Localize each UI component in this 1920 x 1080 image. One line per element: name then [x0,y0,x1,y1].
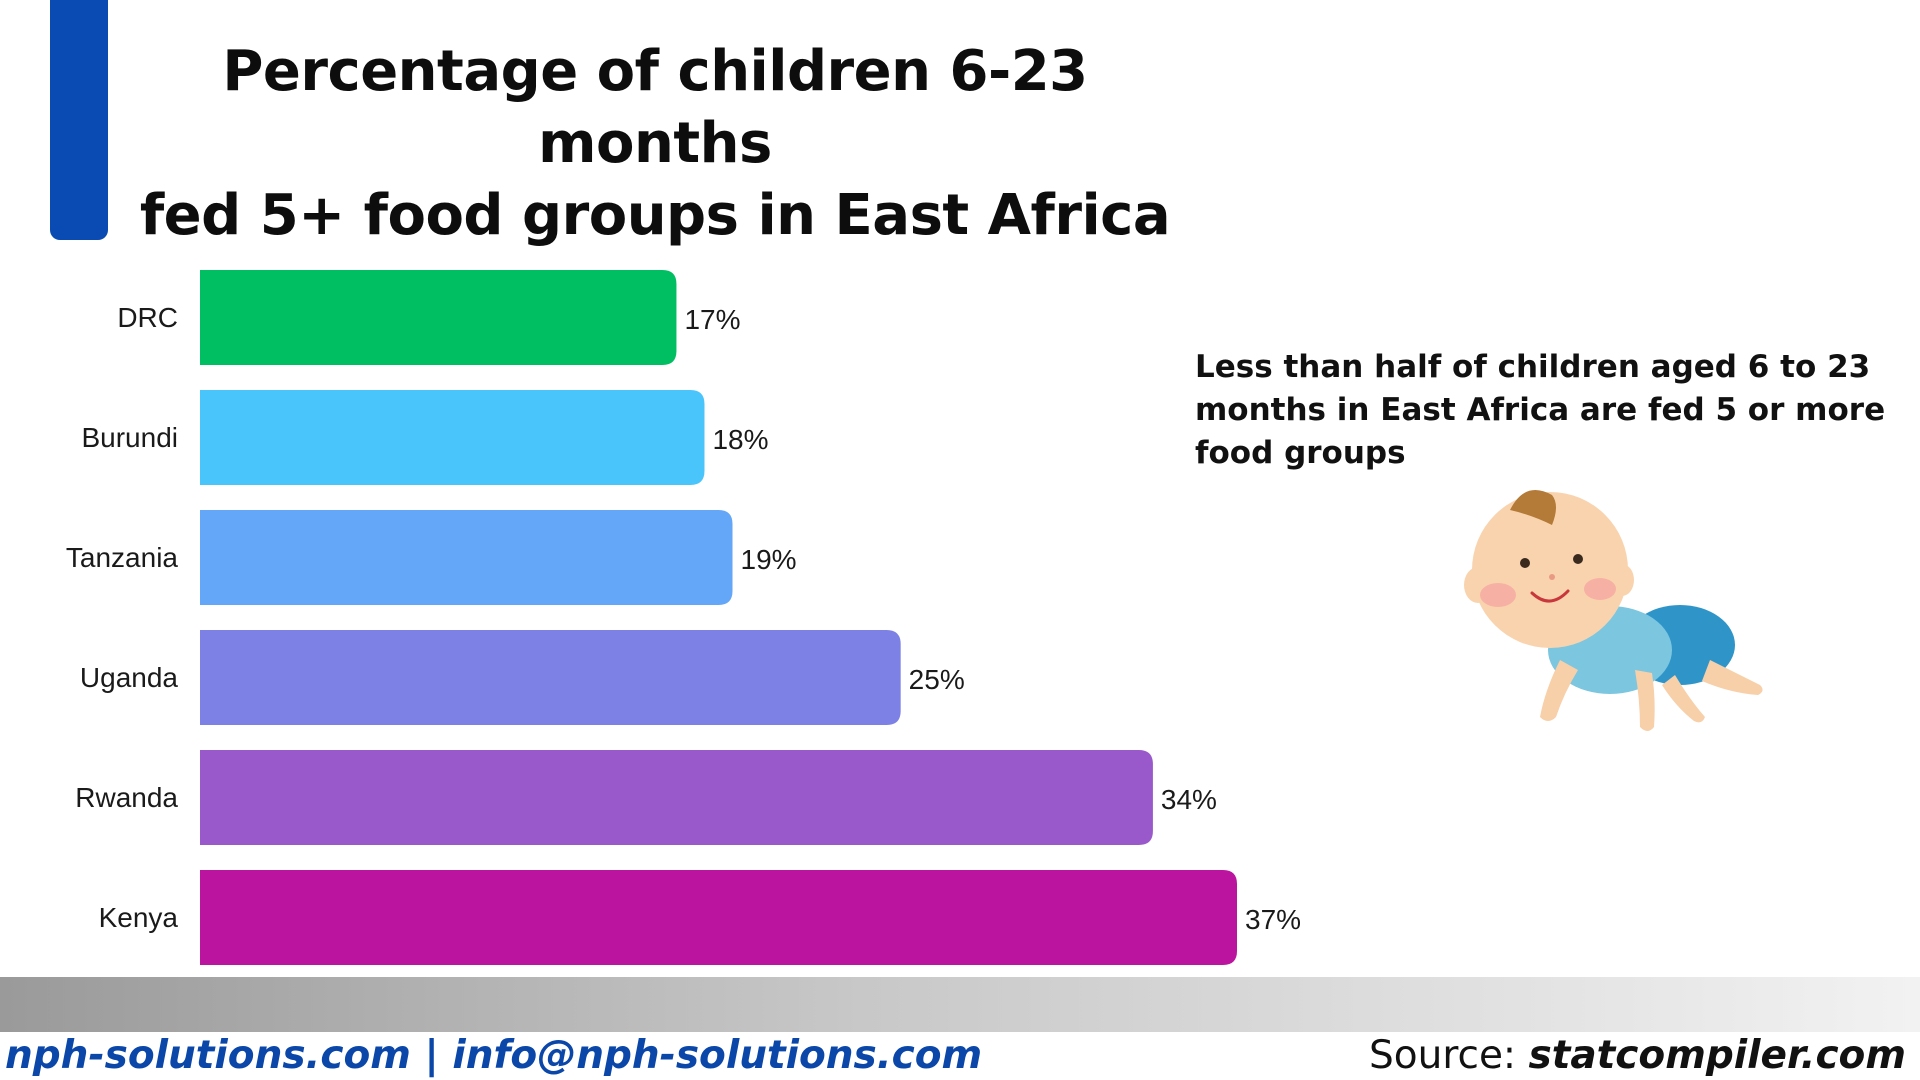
category-label-kenya: Kenya [99,902,179,933]
category-label-rwanda: Rwanda [75,782,178,813]
value-label-drc: 17% [684,304,740,335]
value-label-rwanda: 34% [1161,784,1217,815]
category-label-drc: DRC [117,302,178,333]
bar-rwanda [200,750,1153,845]
value-label-burundi: 18% [712,424,768,455]
annotation-text: Less than half of children aged 6 to 23 … [1195,349,1886,471]
crawling-baby-illustration [1464,490,1763,731]
chart-title: Percentage of children 6-23 months fed 5… [110,36,1200,252]
category-label-burundi: Burundi [81,422,178,453]
category-label-uganda: Uganda [80,662,179,693]
footer-source: Source: statcompiler.com [1369,1033,1906,1079]
source-site: statcompiler.com [1528,1033,1906,1078]
bar-chart: DRC 17% Burundi 18% Tanzania 19% Uganda 25% Rwan… [66,270,1301,965]
category-label-tanzania: Tanzania [66,542,179,573]
chart-title-line-1: Percentage of children 6-23 months [222,39,1088,176]
accent-bar [50,0,108,240]
bar-uganda [200,630,901,725]
chart-title-line-2: fed 5+ food groups in East Africa [139,183,1171,248]
footer-contact: nph-solutions.com | info@nph-solutions.c… [5,1033,983,1078]
value-label-uganda: 25% [909,664,965,695]
bar-drc [200,270,677,365]
source-label: Source: [1368,1033,1529,1078]
bar-kenya [200,870,1237,965]
value-label-kenya: 37% [1245,904,1301,935]
bar-tanzania [200,510,733,605]
value-label-tanzania: 19% [741,544,797,575]
footer-gradient-band [0,977,1920,1032]
bar-burundi [200,390,705,485]
